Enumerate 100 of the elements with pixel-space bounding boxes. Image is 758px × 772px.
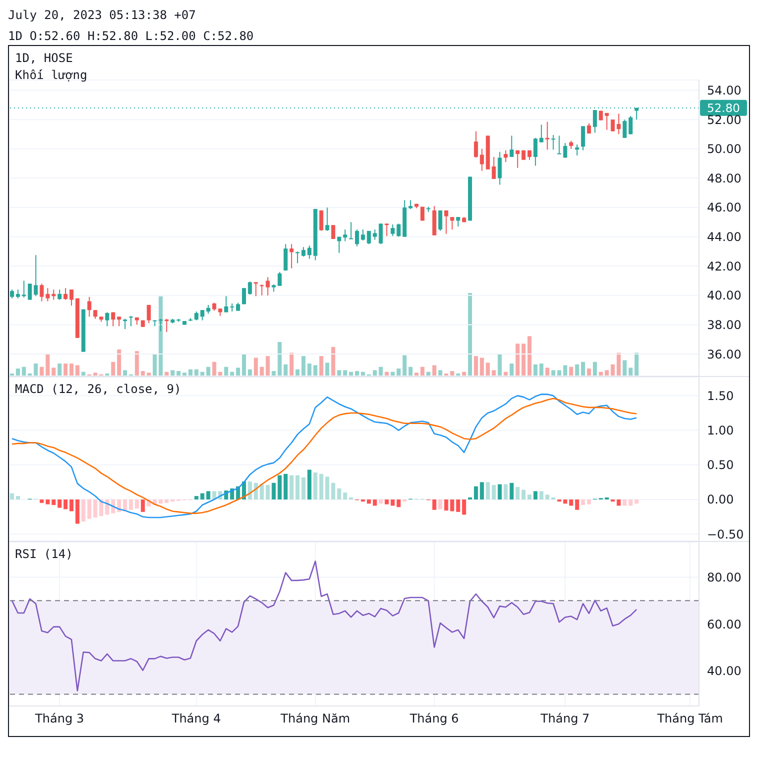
bar [581, 362, 586, 376]
candlestick [366, 230, 371, 245]
bar [414, 372, 418, 376]
bar [134, 351, 139, 376]
y-tick-label: 36.00 [707, 347, 742, 362]
candlestick [242, 288, 246, 305]
bar [260, 366, 264, 376]
candlestick [46, 288, 50, 302]
candlestick [284, 244, 288, 271]
x-tick-label: Tháng Tám [656, 712, 723, 726]
candlestick [390, 224, 395, 237]
bar [194, 496, 198, 500]
bar [69, 499, 74, 512]
bar [22, 366, 26, 376]
candlestick [301, 246, 306, 258]
bar [164, 499, 169, 503]
bar [522, 344, 526, 376]
bar [408, 366, 413, 376]
bar [504, 484, 508, 500]
bar [539, 491, 544, 500]
bar [266, 484, 270, 500]
bar [432, 499, 436, 510]
candlestick [480, 148, 484, 172]
bar [319, 474, 324, 500]
bar [516, 344, 520, 376]
bar [372, 370, 377, 376]
bar [46, 354, 50, 376]
y-tick-label: 60.00 [707, 617, 742, 632]
candlestick [349, 222, 354, 240]
bar [622, 499, 627, 506]
candlestick [450, 216, 454, 230]
bar [111, 499, 116, 514]
candlestick [444, 210, 448, 234]
candlestick [474, 130, 478, 158]
bar [248, 369, 252, 376]
bar [81, 499, 86, 522]
bar [438, 370, 442, 376]
bar [260, 484, 264, 500]
bar [462, 499, 466, 515]
candlestick [224, 296, 228, 313]
bar [528, 336, 532, 376]
y-tick-label: 48.00 [707, 171, 742, 186]
bar [604, 370, 609, 376]
candlestick [296, 250, 300, 264]
candlestick [260, 284, 264, 296]
bar [242, 354, 246, 376]
bar [563, 499, 568, 504]
bar [622, 360, 627, 376]
bar [492, 484, 496, 500]
candlestick [372, 228, 377, 240]
candlestick [146, 304, 151, 324]
y-tick-label: 54.00 [707, 84, 742, 98]
bar [212, 362, 216, 376]
bar [474, 486, 478, 500]
bar [40, 499, 44, 503]
bar [58, 499, 62, 508]
bar [290, 352, 294, 376]
bar [307, 470, 312, 500]
bar [140, 499, 145, 512]
bar [64, 364, 68, 376]
bar [628, 499, 633, 506]
bar [533, 491, 538, 500]
candlestick [200, 310, 204, 321]
bar [75, 365, 80, 376]
bar [516, 487, 520, 500]
bar [486, 482, 490, 500]
bar [212, 491, 216, 500]
bar [284, 364, 288, 376]
candlestick [396, 223, 401, 238]
candlestick [498, 151, 502, 186]
x-tick-label: Tháng 3 [34, 712, 84, 726]
candlestick [628, 115, 633, 135]
bar [634, 352, 639, 376]
candlestick [266, 276, 270, 296]
bar [390, 499, 395, 506]
bar [16, 496, 20, 500]
bar [128, 499, 133, 510]
bar [272, 482, 276, 500]
bar [200, 493, 204, 500]
bar [170, 499, 175, 502]
bar [510, 482, 514, 500]
bar [343, 492, 348, 500]
bar [52, 368, 56, 376]
bar [290, 475, 294, 500]
bar [278, 475, 282, 500]
bar [402, 499, 407, 502]
bar [545, 494, 550, 500]
y-tick-label: 80.00 [707, 570, 742, 584]
ref-line-label: 52.80 [707, 100, 740, 115]
bar [301, 477, 306, 500]
candlestick [604, 112, 609, 130]
bar [634, 499, 639, 504]
candlestick [34, 254, 38, 297]
chart-title: RSI (14) [15, 547, 73, 561]
candlestick [384, 223, 389, 237]
bar [450, 499, 454, 512]
candlestick [545, 121, 550, 150]
bar [533, 364, 538, 376]
bar [545, 368, 550, 376]
bar [468, 293, 472, 376]
